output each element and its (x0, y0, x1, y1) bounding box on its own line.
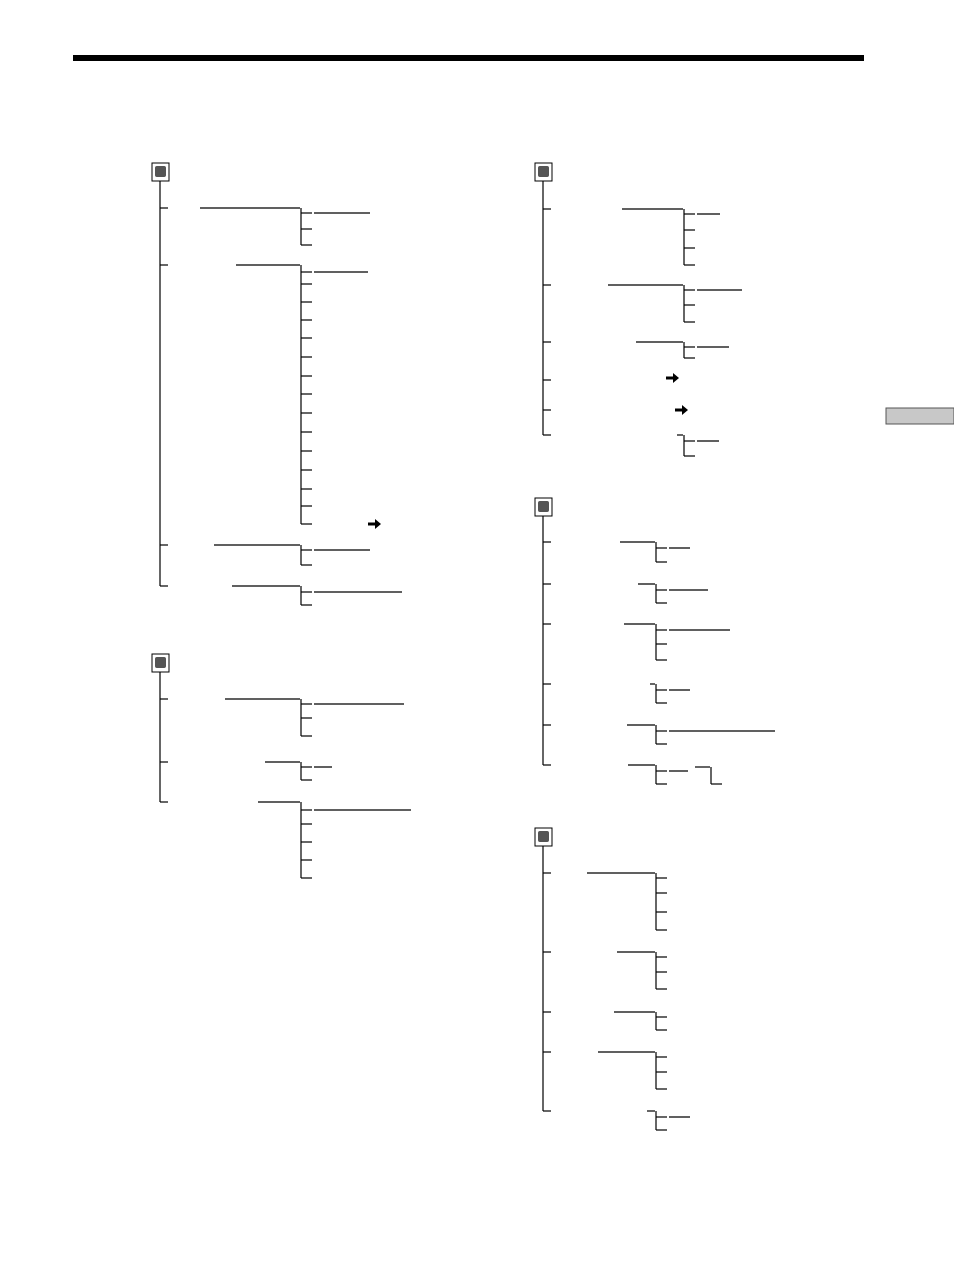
menu-icon-art (155, 657, 166, 668)
menu-icon-art (538, 831, 549, 842)
arrow-head (673, 373, 679, 383)
arrow-shaft (666, 376, 674, 380)
arrow-shaft (368, 522, 376, 526)
arrow-shaft (675, 408, 683, 412)
menu-icon-art (155, 166, 166, 177)
arrow-head (682, 405, 688, 415)
section-tab (885, 407, 954, 425)
menu-icon-art (538, 501, 549, 512)
arrow-head (375, 519, 381, 529)
menu-icon-art (538, 166, 549, 177)
header-rule (73, 55, 864, 61)
